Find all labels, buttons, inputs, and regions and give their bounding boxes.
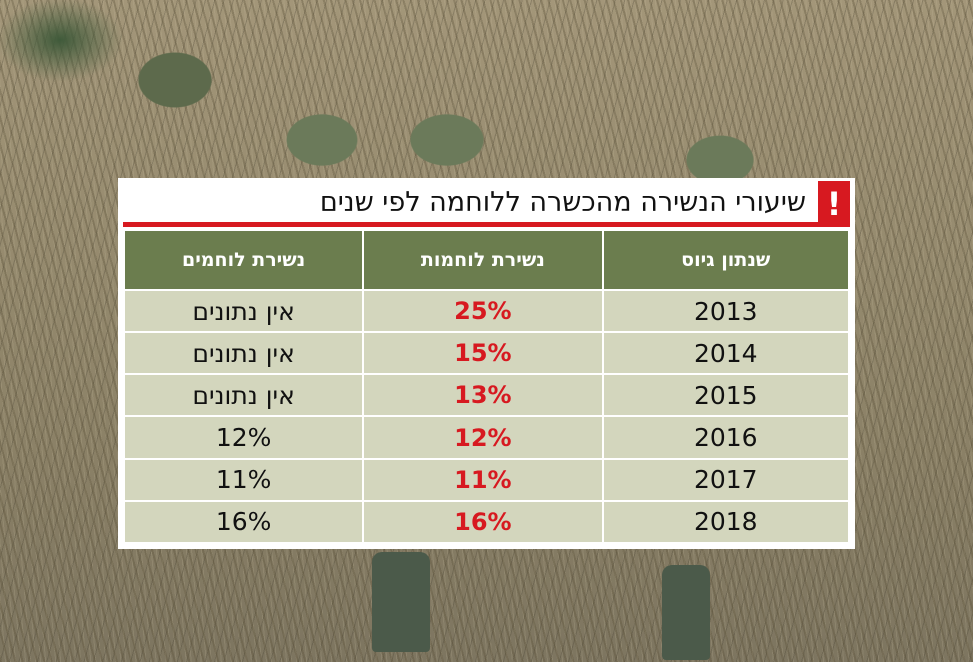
column-header-female-dropout: נשירת לוחמות (362, 229, 604, 291)
year-cell: 2016 (601, 415, 850, 460)
table-row: 2014 15% אין נתונים (122, 331, 850, 376)
chart-title: שיעורי הנשירה מהכשרה ללוחמה לפי שנים (319, 187, 806, 218)
title-bar: ! שיעורי הנשירה מהכשרה ללוחמה לפי שנים (123, 181, 850, 227)
boot-left (372, 552, 430, 652)
column-header-year: שנתון גיוס (601, 229, 850, 291)
male-dropout-cell: אין נתונים (122, 288, 365, 334)
table-row: 2015 13% אין נתונים (122, 373, 850, 418)
year-cell: 2015 (601, 373, 850, 418)
female-dropout-cell: 16% (362, 499, 604, 545)
table-row: 2017 11% 11% (122, 457, 850, 502)
title-underline (123, 222, 818, 227)
female-dropout-cell: 25% (362, 288, 604, 334)
table-row: 2013 25% אין נתונים (122, 288, 850, 334)
female-dropout-cell: 11% (362, 457, 604, 502)
infographic-card: ! שיעורי הנשירה מהכשרה ללוחמה לפי שנים ש… (118, 178, 855, 549)
female-dropout-cell: 15% (362, 331, 604, 376)
female-dropout-cell: 13% (362, 373, 604, 418)
boot-right (662, 565, 710, 660)
year-cell: 2013 (601, 288, 850, 334)
male-dropout-cell: 16% (122, 499, 365, 545)
year-cell: 2014 (601, 331, 850, 376)
male-dropout-cell: 11% (122, 457, 365, 502)
female-dropout-cell: 12% (362, 415, 604, 460)
male-dropout-cell: אין נתונים (122, 331, 365, 376)
male-dropout-cell: אין נתונים (122, 373, 365, 418)
data-table: שנתון גיוס נשירת לוחמות נשירת לוחמים 201… (122, 229, 850, 545)
year-cell: 2017 (601, 457, 850, 502)
exclamation-icon: ! (818, 181, 850, 227)
male-dropout-cell: 12% (122, 415, 365, 460)
year-cell: 2018 (601, 499, 850, 545)
column-header-male-dropout: נשירת לוחמים (122, 229, 365, 291)
table-row: 2016 12% 12% (122, 415, 850, 460)
table-header-row: שנתון גיוס נשירת לוחמות נשירת לוחמים (122, 229, 850, 291)
table-row: 2018 16% 16% (122, 499, 850, 545)
